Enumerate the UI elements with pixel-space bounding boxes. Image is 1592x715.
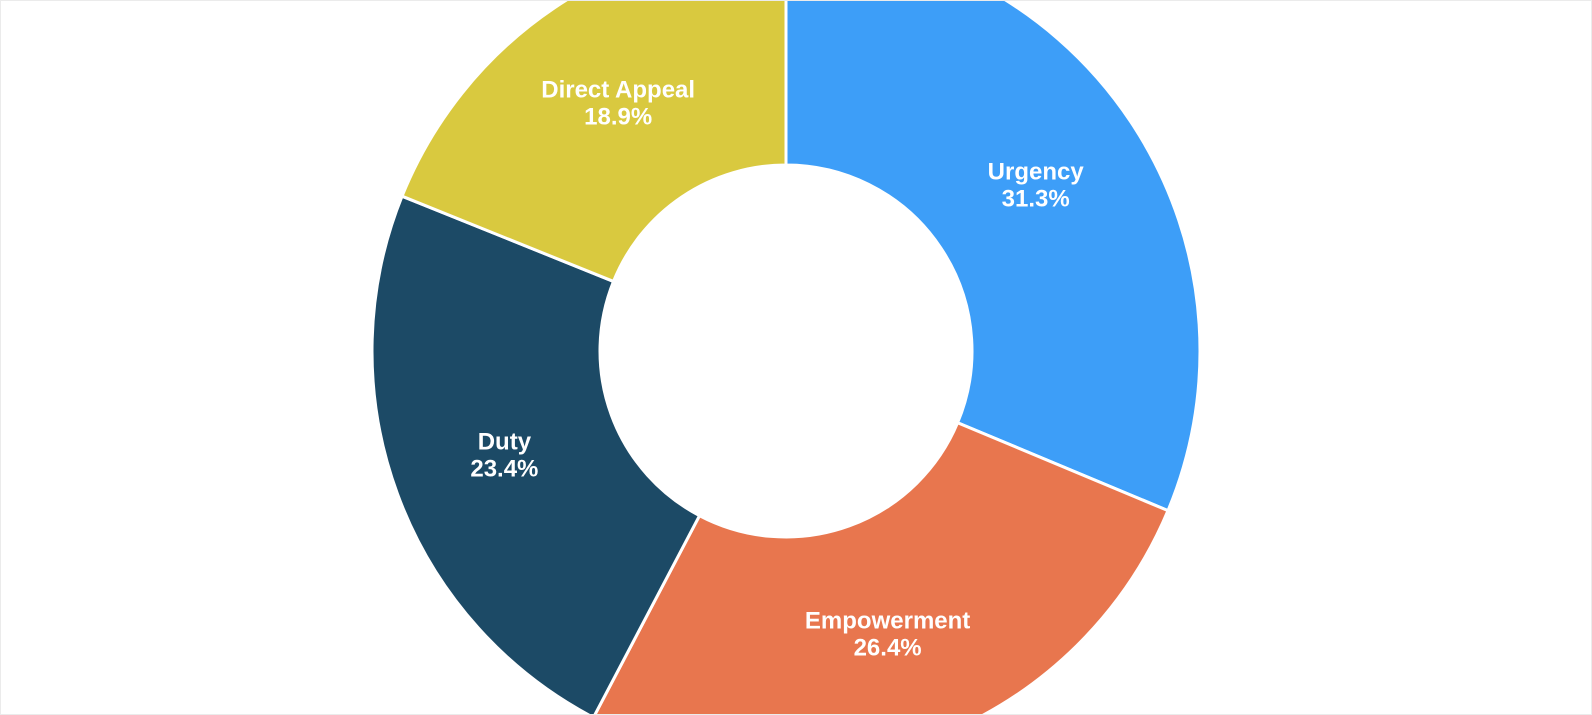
donut-slice-duty[interactable] [370,194,701,715]
donut-slice-urgency[interactable] [784,1,1202,513]
donut-slice-direct-appeal[interactable] [400,1,788,283]
donut-slice-empowerment[interactable] [593,421,1170,715]
